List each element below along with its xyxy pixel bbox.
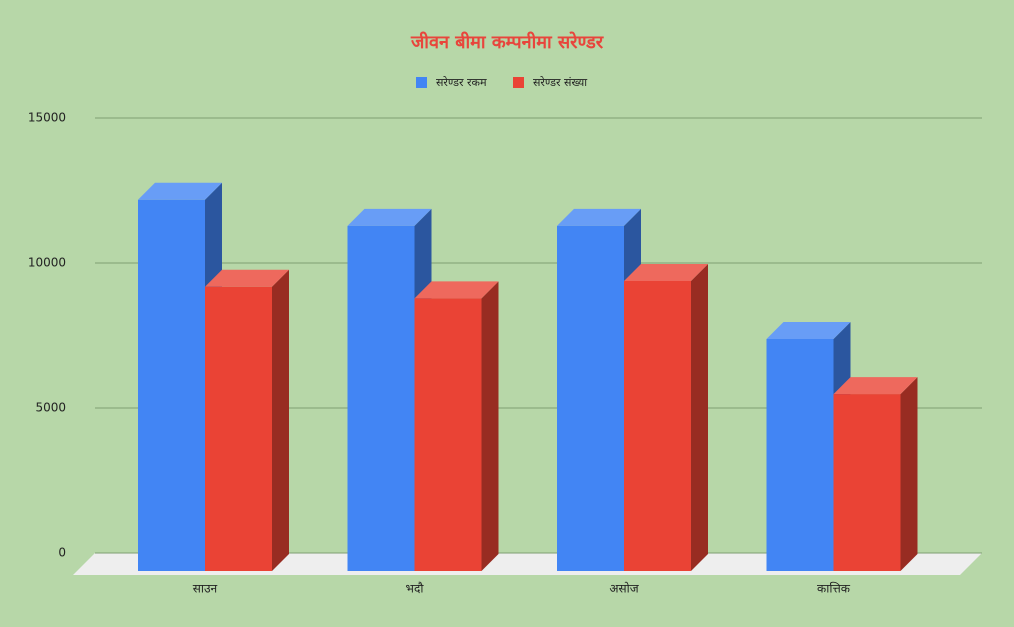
x-tick-label: भदौ: [406, 582, 425, 596]
bar-top: [624, 264, 708, 281]
bar: [624, 281, 691, 571]
x-tick-label: असोज: [609, 582, 639, 596]
bar: [557, 225, 624, 571]
bar: [347, 225, 415, 571]
bar-side: [272, 269, 289, 571]
y-tick-label: 0: [58, 546, 66, 560]
y-tick-label: 15000: [28, 111, 66, 125]
bar: [766, 339, 834, 571]
bar-side: [481, 281, 499, 571]
x-tick-label: कात्तिक: [817, 582, 851, 596]
legend-label: सरेण्डर संख्या: [533, 76, 587, 89]
legend-swatch: [513, 77, 524, 88]
bar: [833, 394, 901, 571]
bar-top: [414, 281, 499, 299]
legend-label: सरेण्डर रकम: [436, 76, 487, 89]
bar-top: [138, 182, 222, 200]
floor: [73, 553, 982, 575]
bar: [138, 199, 205, 572]
legend-swatch: [416, 77, 427, 88]
bar-side: [691, 264, 708, 571]
bar: [414, 298, 482, 571]
bar-side: [900, 377, 918, 571]
bar-top: [205, 269, 289, 287]
y-tick-label: 10000: [28, 256, 66, 270]
bar: [205, 286, 272, 571]
bar-top: [833, 377, 918, 395]
bar-top: [347, 208, 432, 226]
bar-top: [766, 322, 851, 339]
bar-top: [557, 208, 641, 226]
chart-title: जीवन बीमा कम्पनीमा सरेण्डर: [410, 31, 604, 53]
y-tick-label: 5000: [35, 401, 66, 415]
x-tick-label: साउन: [193, 582, 218, 596]
